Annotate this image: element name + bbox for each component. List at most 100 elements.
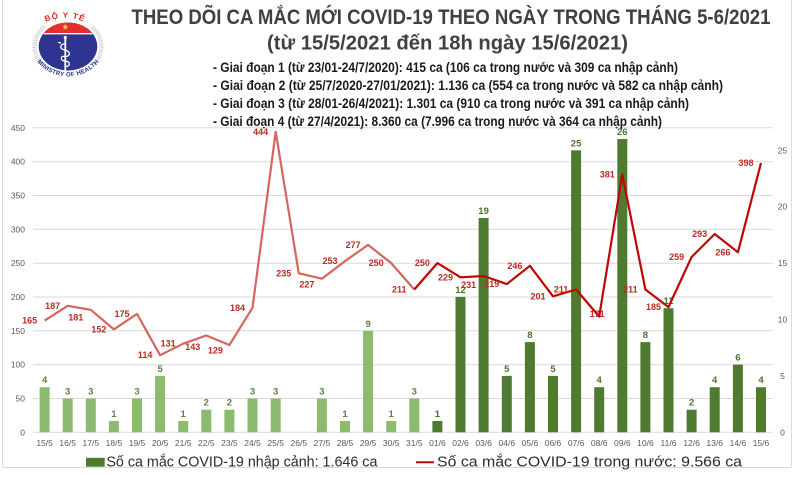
svg-text:300: 300 <box>11 224 25 234</box>
svg-text:235: 235 <box>276 268 291 278</box>
svg-text:- Giai đoạn 2 (từ 25/7/2020-27: - Giai đoạn 2 (từ 25/7/2020-27/01/2021):… <box>213 78 723 93</box>
svg-text:1: 1 <box>181 409 187 420</box>
svg-text:16/5: 16/5 <box>59 438 76 448</box>
svg-text:250: 250 <box>11 258 25 268</box>
svg-text:17/5: 17/5 <box>83 438 100 448</box>
svg-text:150: 150 <box>11 326 25 336</box>
svg-text:165: 165 <box>22 316 37 326</box>
svg-text:27/5: 27/5 <box>314 438 331 448</box>
svg-text:171: 171 <box>590 309 605 319</box>
svg-text:19/5: 19/5 <box>129 438 146 448</box>
svg-text:06/6: 06/6 <box>545 438 562 448</box>
svg-text:350: 350 <box>11 191 25 201</box>
svg-text:14/6: 14/6 <box>730 438 747 448</box>
svg-text:5: 5 <box>157 364 163 375</box>
svg-text:Số ca mắc COVID-19 trong nước:: Số ca mắc COVID-19 trong nước: 9.566 ca <box>437 453 743 470</box>
svg-text:211: 211 <box>623 285 638 295</box>
svg-text:3: 3 <box>65 387 70 398</box>
svg-text:08/6: 08/6 <box>591 438 608 448</box>
svg-text:18/5: 18/5 <box>106 438 123 448</box>
svg-text:250: 250 <box>415 258 430 268</box>
svg-text:5: 5 <box>550 364 556 375</box>
svg-text:3: 3 <box>134 387 139 398</box>
svg-text:114: 114 <box>138 350 153 360</box>
svg-text:3: 3 <box>250 387 255 398</box>
svg-text:246: 246 <box>507 261 522 271</box>
svg-text:1: 1 <box>111 409 117 420</box>
svg-text:10/6: 10/6 <box>637 438 654 448</box>
svg-text:8: 8 <box>643 330 648 341</box>
svg-text:- Giai đoạn 1 (từ 23/01-24/7/2: - Giai đoạn 1 (từ 23/01-24/7/2020): 415 … <box>213 60 678 75</box>
svg-text:253: 253 <box>322 256 337 266</box>
svg-text:2: 2 <box>204 398 209 409</box>
svg-text:05/6: 05/6 <box>522 438 539 448</box>
svg-text:31/5: 31/5 <box>406 438 423 448</box>
svg-text:1: 1 <box>342 409 348 420</box>
svg-text:02/6: 02/6 <box>452 438 469 448</box>
svg-text:293: 293 <box>692 229 707 239</box>
svg-text:184: 184 <box>230 303 245 313</box>
svg-text:28/5: 28/5 <box>337 438 354 448</box>
svg-text:181: 181 <box>68 312 83 322</box>
svg-text:211: 211 <box>554 285 569 295</box>
svg-text:23/5: 23/5 <box>221 438 238 448</box>
svg-text:29/5: 29/5 <box>360 438 377 448</box>
svg-text:4: 4 <box>758 375 764 386</box>
svg-text:6: 6 <box>735 353 740 364</box>
svg-text:5: 5 <box>504 364 510 375</box>
svg-text:19: 19 <box>478 206 489 217</box>
svg-text:3: 3 <box>88 387 93 398</box>
svg-text:15/5: 15/5 <box>36 438 53 448</box>
svg-text:129: 129 <box>208 346 223 356</box>
svg-text:187: 187 <box>45 301 60 311</box>
svg-text:3: 3 <box>319 387 324 398</box>
svg-text:15/6: 15/6 <box>753 438 770 448</box>
svg-text:(từ 15/5/2021 đến 18h ngày 15/: (từ 15/5/2021 đến 18h ngày 15/6/2021) <box>267 33 628 55</box>
svg-text:277: 277 <box>346 240 361 250</box>
svg-text:09/6: 09/6 <box>614 438 631 448</box>
svg-text:26/5: 26/5 <box>291 438 308 448</box>
svg-text:444: 444 <box>253 127 268 137</box>
svg-text:10: 10 <box>778 315 788 325</box>
svg-text:250: 250 <box>369 258 384 268</box>
svg-text:04/6: 04/6 <box>499 438 516 448</box>
svg-text:143: 143 <box>185 342 200 352</box>
svg-text:259: 259 <box>669 252 684 262</box>
svg-text:2: 2 <box>227 398 232 409</box>
svg-text:398: 398 <box>738 158 753 168</box>
svg-text:01/6: 01/6 <box>429 438 446 448</box>
svg-text:219: 219 <box>484 279 499 289</box>
svg-text:0: 0 <box>20 427 25 437</box>
svg-text:3: 3 <box>412 387 417 398</box>
svg-text:5: 5 <box>780 371 785 381</box>
svg-text:229: 229 <box>438 272 453 282</box>
svg-text:227: 227 <box>299 280 314 290</box>
svg-text:22/5: 22/5 <box>198 438 215 448</box>
svg-text:03/6: 03/6 <box>475 438 492 448</box>
svg-text:21/5: 21/5 <box>175 438 192 448</box>
svg-text:07/6: 07/6 <box>568 438 585 448</box>
svg-text:13/6: 13/6 <box>706 438 723 448</box>
svg-text:0: 0 <box>780 427 785 437</box>
svg-text:26: 26 <box>617 127 628 138</box>
svg-text:152: 152 <box>91 324 106 334</box>
svg-text:11: 11 <box>663 296 674 307</box>
svg-text:12: 12 <box>455 285 466 296</box>
svg-text:450: 450 <box>11 123 25 133</box>
svg-text:2: 2 <box>689 398 694 409</box>
svg-text:200: 200 <box>11 292 25 302</box>
svg-text:25/5: 25/5 <box>267 438 284 448</box>
svg-text:25: 25 <box>571 138 582 149</box>
svg-text:131: 131 <box>161 339 176 349</box>
svg-text:20/5: 20/5 <box>152 438 169 448</box>
svg-text:175: 175 <box>114 309 129 319</box>
svg-text:BỘ Y TẾ: BỘ Y TẾ <box>43 11 87 24</box>
svg-text:1: 1 <box>389 409 395 420</box>
svg-text:15: 15 <box>778 258 788 268</box>
svg-text:- Giai đoạn 3 (từ 28/01-26/4/2: - Giai đoạn 3 (từ 28/01-26/4/2021): 1.30… <box>213 96 689 111</box>
svg-text:THEO DÕI CA MẮC MỚI COVID-19 T: THEO DÕI CA MẮC MỚI COVID-19 THEO NGÀY T… <box>132 5 771 29</box>
svg-text:185: 185 <box>646 302 661 312</box>
svg-text:11/6: 11/6 <box>661 438 677 448</box>
svg-text:20: 20 <box>778 202 788 212</box>
svg-text:3: 3 <box>273 387 278 398</box>
